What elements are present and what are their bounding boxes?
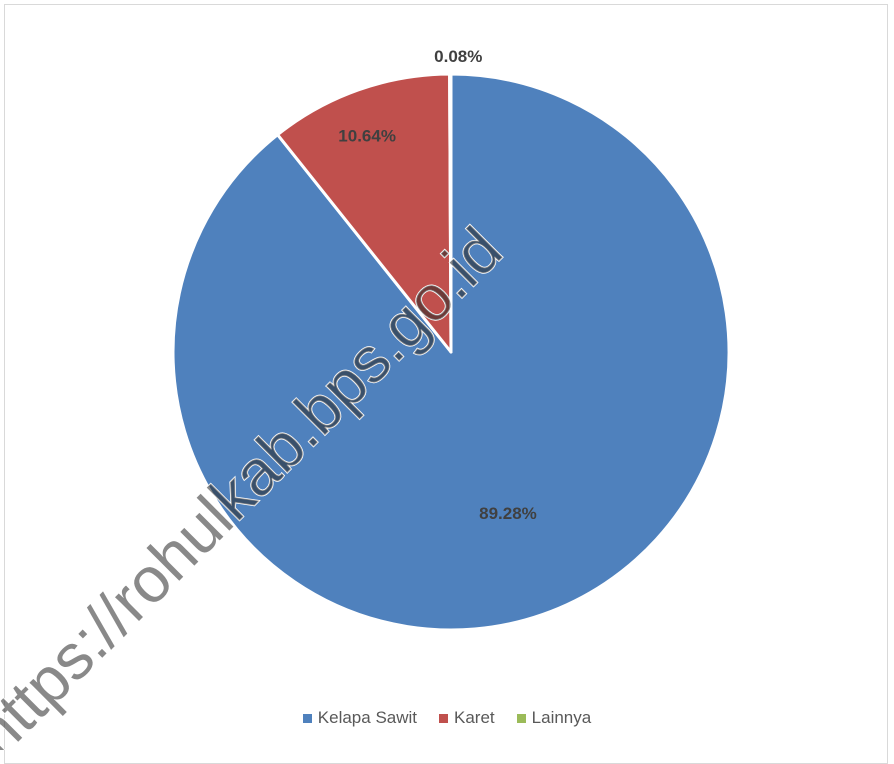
pie-data-labels: 89.28% 10.64% 0.08% — [338, 47, 536, 523]
legend-label-karet: Karet — [454, 708, 495, 727]
data-label-lainnya: 0.08% — [434, 47, 482, 66]
pie-slice-lainnya — [448, 72, 453, 354]
pie-slices — [171, 72, 731, 632]
legend-swatch-karet — [439, 713, 449, 723]
legend-label-kelapa-sawit: Kelapa Sawit — [317, 708, 418, 727]
legend-item-karet: Karet — [439, 708, 495, 728]
chart-legend: Kelapa Sawit Karet Lainnya — [0, 708, 894, 728]
data-label-kelapa-sawit: 89.28% — [479, 504, 537, 523]
legend-item-kelapa-sawit: Kelapa Sawit — [302, 708, 418, 728]
legend-swatch-kelapa-sawit — [302, 713, 312, 723]
legend-label-lainnya: Lainnya — [531, 708, 592, 727]
data-label-karet: 10.64% — [338, 127, 396, 146]
pie-slice-karet — [276, 72, 453, 354]
legend-item-lainnya: Lainnya — [516, 708, 592, 728]
legend-swatch-lainnya — [516, 713, 526, 723]
